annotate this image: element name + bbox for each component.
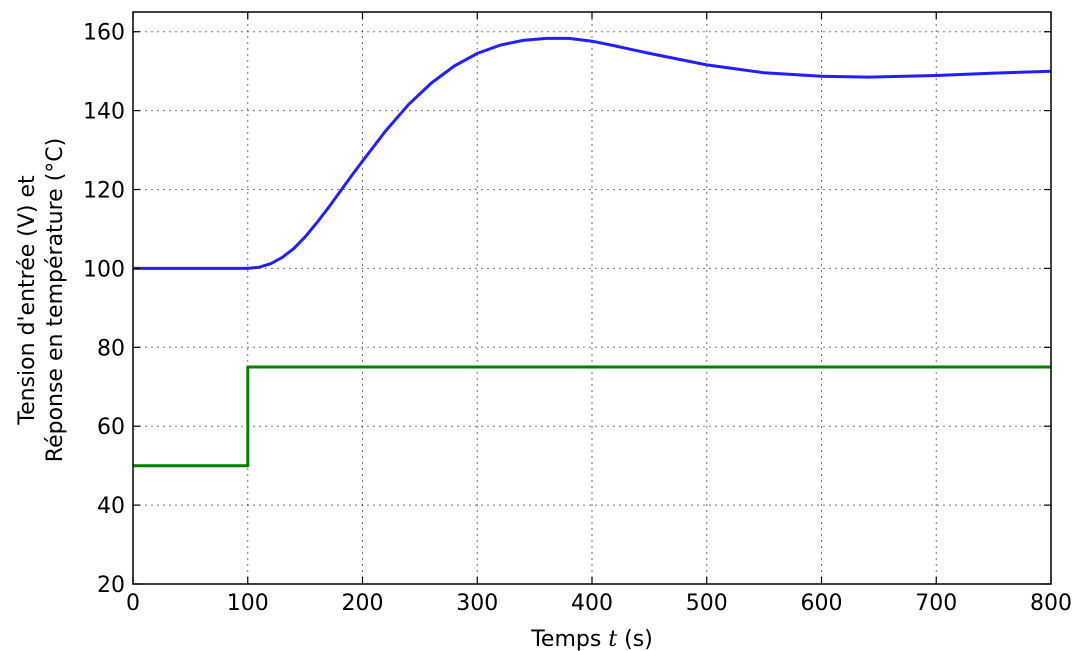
x-tick-label: 800 — [1030, 591, 1072, 616]
x-tick-label: 400 — [571, 591, 613, 616]
y-tick-label: 100 — [83, 257, 125, 282]
x-tick-label: 600 — [801, 591, 843, 616]
y-axis-label-line-1: Tension d'entrée (V) et — [15, 175, 40, 426]
y-tick-label: 40 — [97, 494, 125, 519]
y-axis-label-line-2: Réponse en température (°C) — [43, 138, 68, 462]
y-tick-label: 80 — [97, 336, 125, 361]
x-tick-label: 500 — [686, 591, 728, 616]
series-line-temperature — [133, 36, 1052, 270]
y-axis-label: Tension d'entrée (V) et Réponse en tempé… — [15, 138, 68, 462]
tick-labels: 0 100 200 300 400 500 600 700 800 20 40 60 80 100 120 1… — [83, 21, 1072, 616]
y-tick-label: 120 — [83, 179, 125, 204]
y-tick-label: 160 — [83, 21, 125, 46]
y-tick-label: 60 — [97, 415, 125, 440]
x-tick-label: 200 — [342, 591, 384, 616]
y-tick-label: 20 — [97, 573, 125, 598]
x-tick-label: 0 — [126, 591, 140, 616]
y-tick-label: 140 — [83, 100, 125, 125]
ticks — [132, 12, 1052, 585]
grid — [133, 12, 1051, 584]
series-group — [133, 36, 1052, 468]
x-axis-label: Temps t (s) — [530, 627, 653, 651]
x-tick-label: 100 — [227, 591, 269, 616]
x-tick-label: 300 — [456, 591, 498, 616]
x-tick-label: 700 — [915, 591, 957, 616]
series-line-voltage — [133, 365, 1051, 468]
